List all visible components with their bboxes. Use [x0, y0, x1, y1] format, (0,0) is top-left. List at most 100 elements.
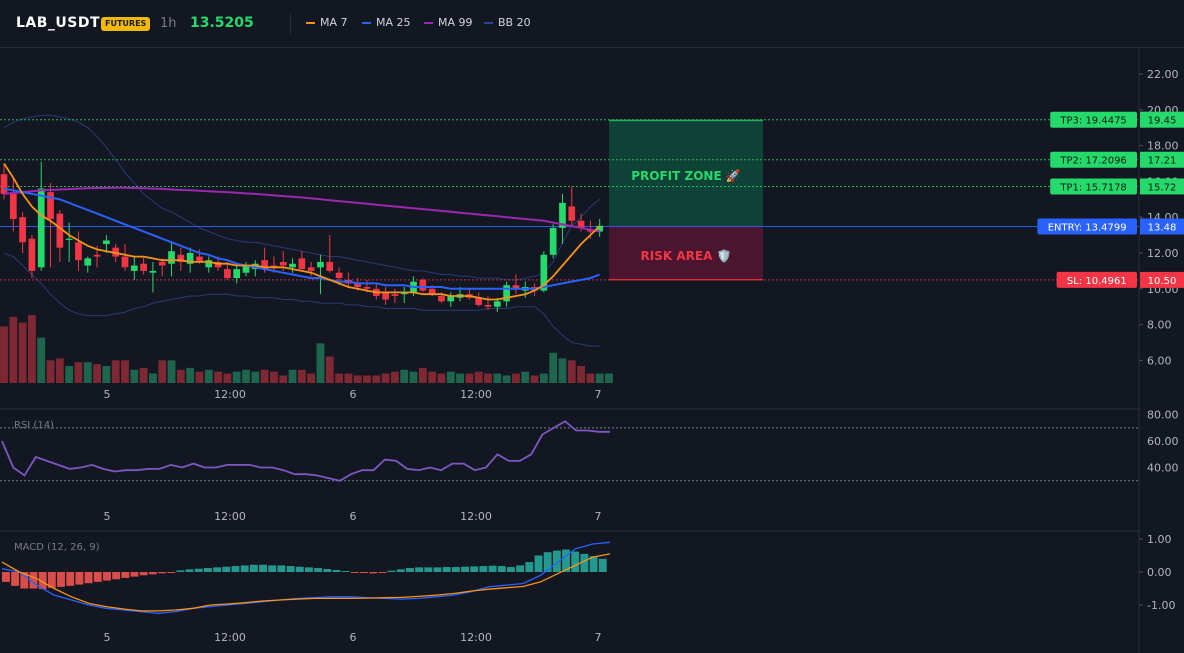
price-tick-label: 16.00 — [1147, 175, 1179, 188]
volume-bar — [465, 373, 474, 383]
volume-bar — [484, 373, 492, 383]
volume-bar — [111, 360, 120, 383]
macd-histogram-bar — [103, 572, 111, 581]
volume-bar — [521, 371, 530, 383]
price-tick-label: 14.00 — [1147, 211, 1179, 224]
symbol-name[interactable]: LAB_USDT — [16, 15, 101, 31]
candle-body — [112, 247, 120, 257]
volume-bar — [9, 316, 18, 383]
volume-bar — [270, 371, 278, 383]
legend-ma99[interactable]: MA 99 — [424, 16, 473, 29]
volume-bar — [93, 364, 101, 383]
timeframe[interactable]: 1h — [160, 16, 177, 31]
macd-histogram-bar — [268, 565, 277, 572]
macd-histogram-bar — [148, 572, 157, 575]
volume-bar — [418, 367, 427, 383]
candle-body — [419, 279, 427, 291]
ma7-line — [3, 163, 601, 301]
level-tag-label-tp1: TP1: 15.7178 — [1059, 182, 1126, 193]
candle-body — [93, 254, 101, 257]
volume-bar — [363, 375, 371, 383]
candle-body — [410, 281, 417, 293]
macd-histogram-bar — [130, 572, 139, 577]
price-tick-label: 6.00 — [1147, 354, 1172, 367]
candle-body — [512, 285, 520, 289]
macd-histogram-bar — [240, 565, 249, 572]
macd-histogram-bar — [323, 569, 332, 572]
volume-bar — [195, 371, 204, 383]
candle-body — [577, 220, 585, 228]
profit-zone — [609, 119, 763, 227]
chart-header: LAB_USDT FUTURES 1h 13.5205 MA 7 MA 25 M… — [0, 0, 1184, 48]
macd-tick-label: -1.00 — [1147, 599, 1175, 612]
candle-body — [205, 260, 213, 268]
volume-bar — [186, 367, 195, 383]
macd-histogram-bar — [525, 562, 534, 572]
candle-body — [596, 225, 604, 232]
risk-zone-border — [609, 278, 763, 281]
volume-bar — [493, 373, 502, 383]
volume-bar — [456, 373, 464, 383]
level-axis-tp1 — [1140, 178, 1184, 195]
time-tick-label: 7 — [595, 631, 602, 644]
legend-bb20[interactable]: BB 20 — [484, 16, 531, 29]
candle-body — [428, 288, 436, 295]
level-tag-tp1 — [1050, 178, 1137, 195]
candle-body — [400, 292, 408, 295]
macd-histogram-bar — [451, 567, 460, 572]
volume-bar — [391, 371, 399, 383]
macd-histogram-bar — [295, 566, 304, 572]
legend-ma7[interactable]: MA 7 — [306, 16, 348, 29]
time-tick-label: 12:00 — [460, 631, 492, 644]
rsi-tick-label: 60.00 — [1147, 435, 1179, 448]
volume-bar — [18, 322, 27, 383]
macd-histogram-bar — [75, 572, 84, 585]
macd-histogram-bar — [158, 572, 166, 574]
candle-body — [317, 261, 324, 268]
candle-body — [261, 260, 268, 270]
candle-body — [9, 192, 17, 219]
macd-histogram-bar — [84, 572, 93, 584]
macd-histogram-bar — [277, 565, 286, 572]
macd-histogram-bar — [93, 572, 102, 582]
volume-bar — [307, 373, 316, 383]
candle-body — [363, 287, 371, 289]
legend-ma25-swatch — [362, 21, 371, 24]
time-tick-label: 12:00 — [214, 631, 246, 644]
candle-body — [354, 283, 362, 288]
candle-body — [438, 295, 445, 302]
candle-body — [540, 254, 548, 291]
macd-histogram-bar — [424, 567, 433, 572]
macd-histogram-bar — [185, 569, 194, 572]
candle-body — [168, 251, 175, 264]
candle-body — [28, 238, 36, 271]
macd-histogram-bar — [598, 558, 607, 572]
macd-tick-label: 1.00 — [1147, 533, 1172, 546]
level-tag-label-entry: ENTRY: 13.4799 — [1048, 223, 1127, 234]
macd-tick-label: 0.00 — [1147, 566, 1172, 579]
legend-ma7-swatch — [306, 21, 315, 24]
price-tick-label: 20.00 — [1147, 104, 1179, 117]
time-tick-label: 12:00 — [460, 388, 492, 401]
macd-histogram-bar — [29, 572, 38, 589]
candle-body — [186, 253, 194, 264]
volume-bar — [353, 375, 362, 383]
macd-histogram-bar — [470, 566, 479, 572]
candle-body — [270, 265, 278, 268]
candle-body — [37, 188, 45, 268]
volume-bar — [139, 367, 148, 383]
legend-ma25[interactable]: MA 25 — [362, 16, 411, 29]
futures-badge: FUTURES — [101, 17, 151, 31]
macd-histogram-bar — [139, 572, 148, 576]
time-tick-label: 6 — [350, 631, 357, 644]
level-tag-label-tp2: TP2: 17.2096 — [1059, 156, 1126, 167]
macd-histogram-bar — [11, 572, 20, 586]
macd-histogram-bar — [562, 549, 570, 572]
legend-ma99-swatch — [424, 21, 433, 24]
volume-bar — [167, 360, 176, 383]
price-tick-label: 18.00 — [1147, 140, 1179, 153]
macd-histogram-bar — [341, 571, 350, 573]
candle-body — [65, 238, 73, 240]
volume-bar — [372, 375, 381, 383]
